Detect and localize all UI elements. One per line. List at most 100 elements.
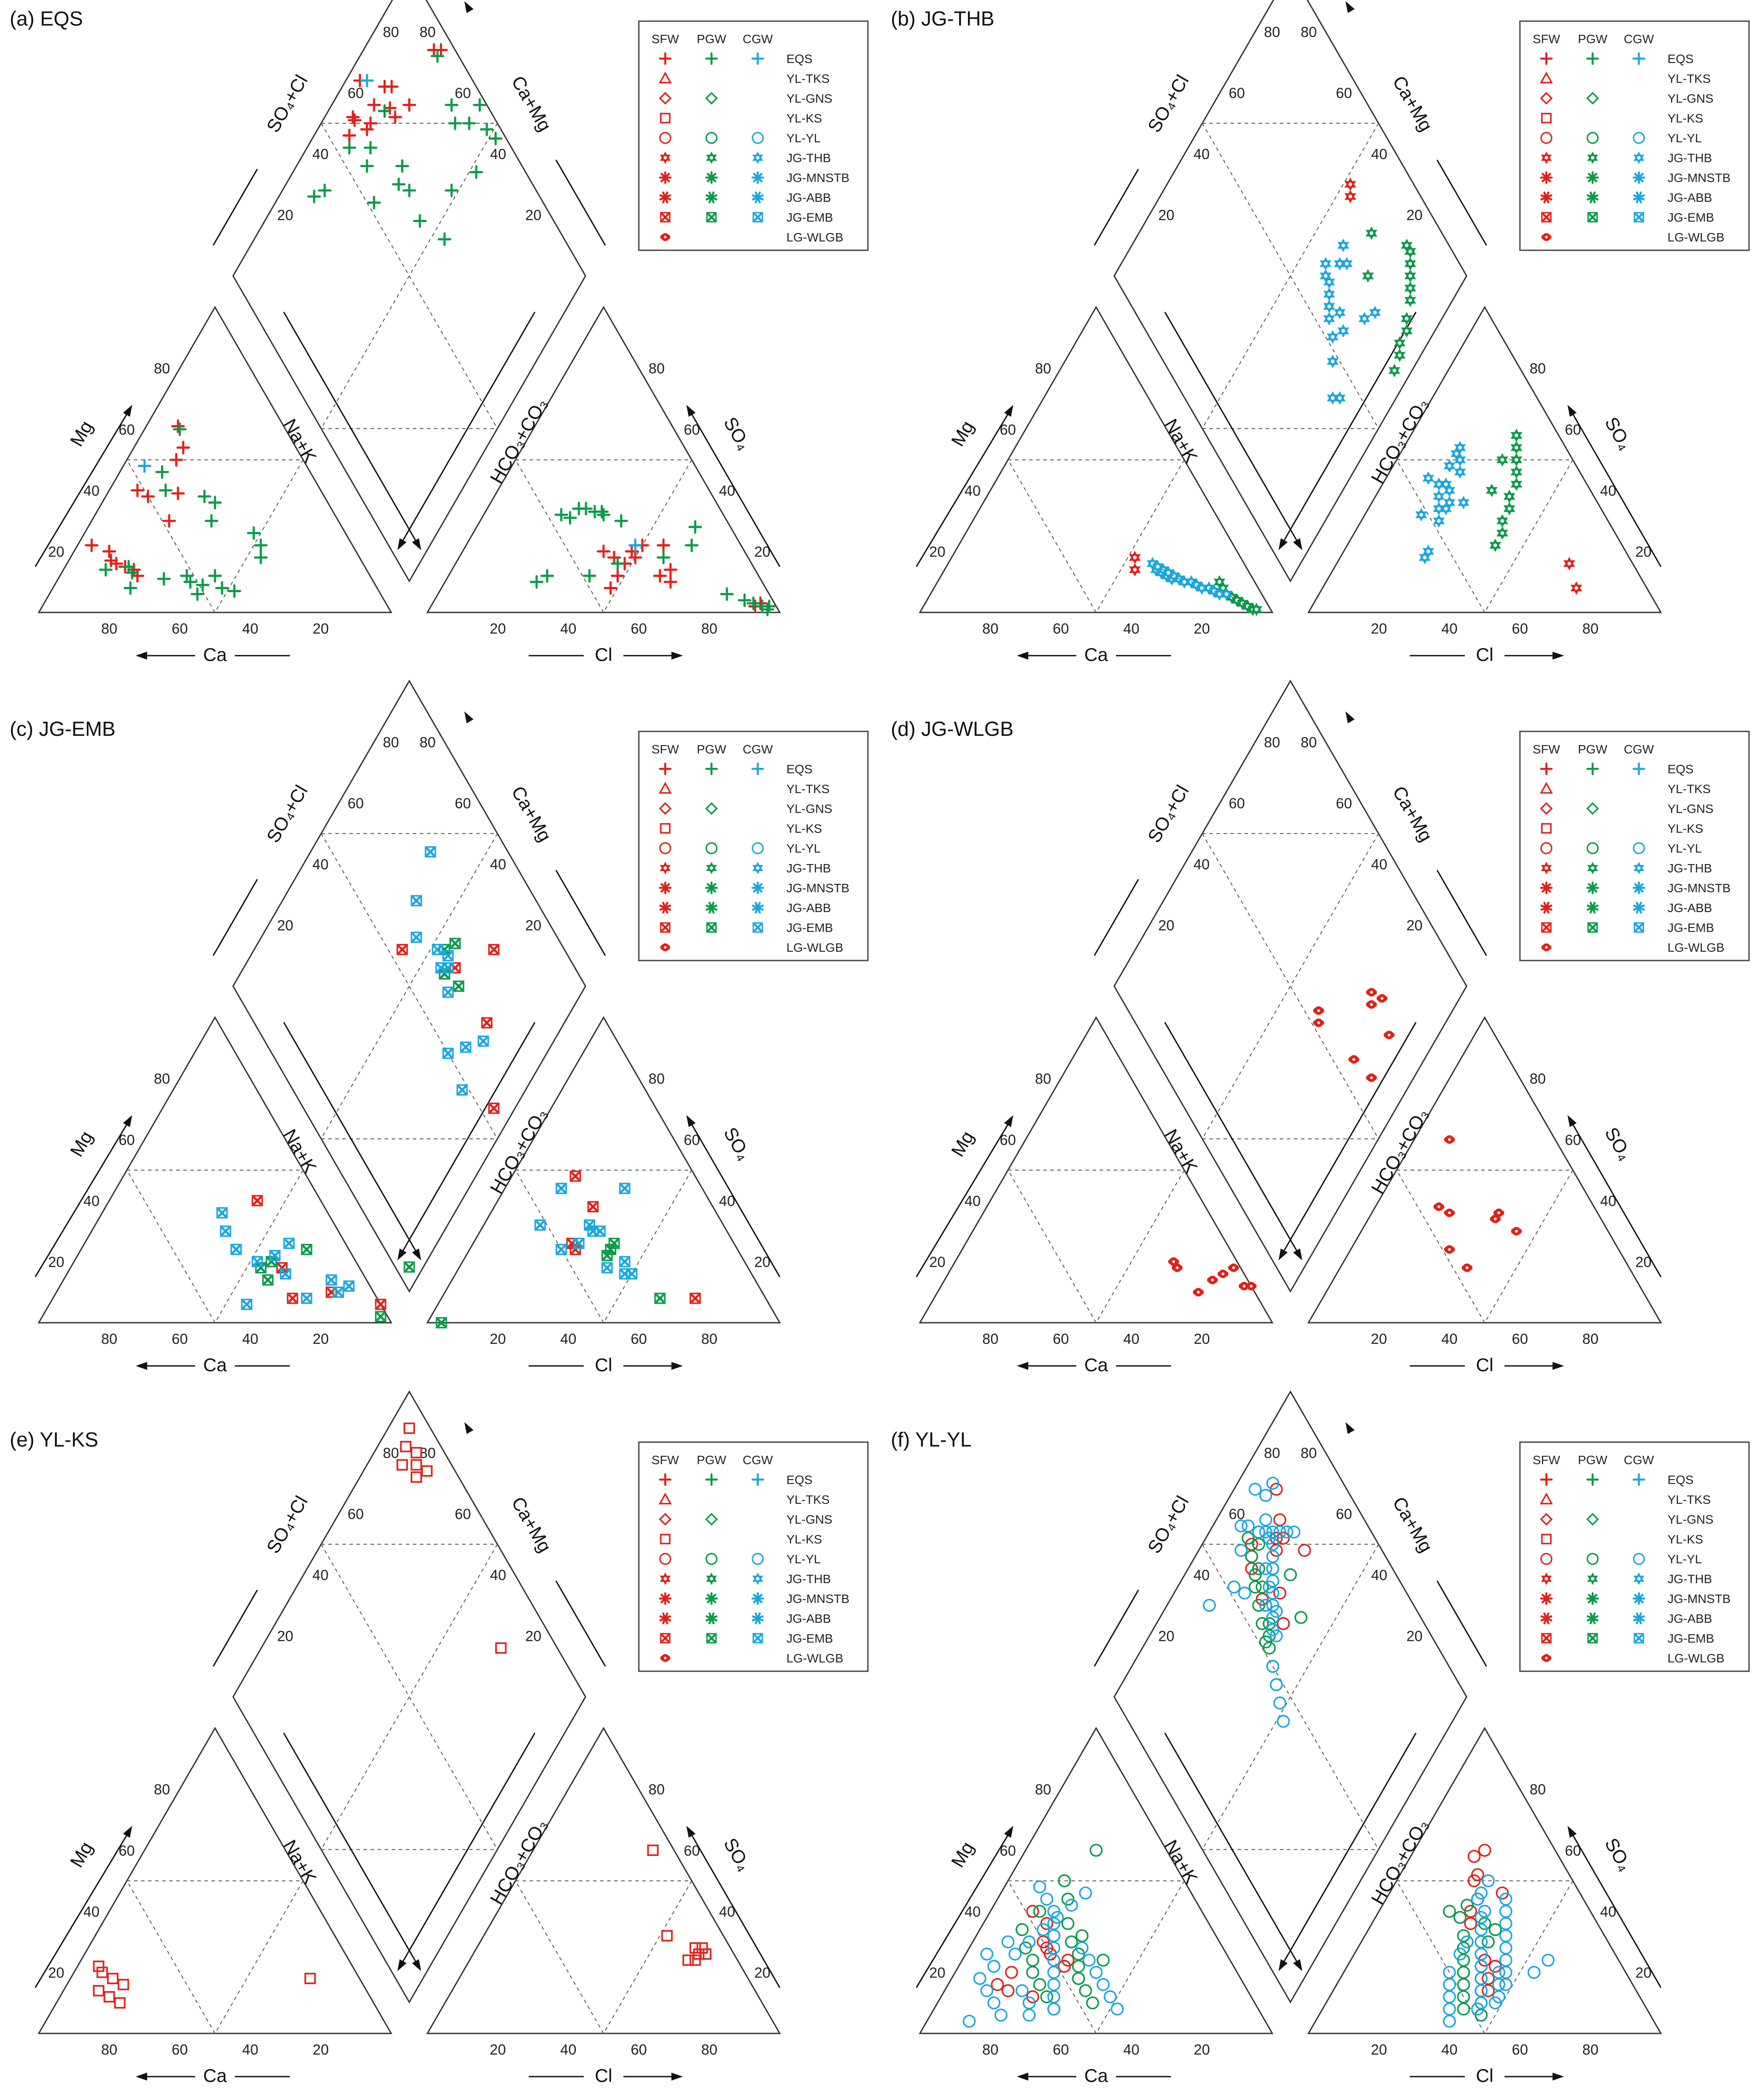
data-point <box>720 587 734 601</box>
data-point <box>367 98 381 112</box>
legend-marker <box>705 881 718 894</box>
hco3-axis-arrow <box>402 1732 536 1962</box>
data-point <box>1079 1886 1092 1900</box>
tick-label: 20 <box>1158 917 1175 934</box>
arrow-head <box>412 538 421 550</box>
legend-marker <box>1541 1572 1552 1585</box>
legend-marker <box>705 52 718 65</box>
legend-marker <box>1540 132 1553 144</box>
data-point <box>1273 1586 1286 1600</box>
data-point <box>360 122 374 137</box>
triangle-grid <box>1396 459 1574 613</box>
legend-label: EQS <box>1668 762 1694 776</box>
camg-axis-line <box>555 160 606 246</box>
panel-4: (d) JG-WLGB 80 60 40 20 20 40 60 80 20 40 60 80 20 40 6… <box>891 679 1750 1375</box>
tick-label: 60 <box>348 795 364 811</box>
tick-label: 40 <box>1442 2041 1458 2058</box>
panel-title: (d) JG-WLGB <box>891 717 1014 740</box>
data-point <box>1008 1948 1022 1961</box>
legend-marker <box>1540 802 1553 815</box>
data-point <box>1443 2002 1456 2016</box>
nak-axis-label: Na+K <box>279 415 321 467</box>
legend-label: YL-YL <box>1668 1552 1702 1566</box>
nak-axis-arrow <box>283 312 417 542</box>
data-point <box>1489 1923 1502 1936</box>
data-point <box>1277 1617 1290 1630</box>
legend-label: JG-EMB <box>786 1632 833 1645</box>
legend-marker <box>660 922 671 933</box>
data-point <box>1238 1586 1251 1600</box>
data-point <box>1404 293 1416 307</box>
triangle-grid <box>515 1880 693 2034</box>
tick-label: 40 <box>1123 1331 1140 1347</box>
legend-label: JG-EMB <box>1668 1632 1714 1645</box>
data-point <box>1475 1996 1488 2010</box>
legend-marker <box>705 1612 718 1625</box>
data-point <box>980 1948 993 1961</box>
data-point <box>1366 988 1377 997</box>
data-point <box>1284 1568 1297 1581</box>
hco3-axis-arrow <box>1283 312 1417 542</box>
legend-marker <box>660 151 671 164</box>
legend-label: YL-KS <box>1668 822 1703 835</box>
data-point <box>118 1979 129 1991</box>
triangle-grid <box>1396 1169 1574 1324</box>
data-point <box>1259 1489 1272 1502</box>
data-point <box>1266 1660 1279 1673</box>
data-point <box>1319 257 1332 271</box>
data-point <box>460 1041 471 1053</box>
data-point <box>1001 1984 1015 1997</box>
data-point <box>1499 1929 1512 1943</box>
data-point <box>1475 1984 1488 1997</box>
hco3-axis-arrow <box>402 1022 536 1252</box>
data-point <box>1051 1911 1064 1924</box>
tick-label: 40 <box>1442 620 1458 637</box>
legend-marker <box>1541 1654 1552 1662</box>
mg-axis-arrow <box>34 1124 128 1277</box>
data-point <box>1207 1276 1218 1284</box>
data-point <box>1443 2014 1456 2028</box>
ca-axis-label: Ca <box>203 1354 227 1375</box>
data-point <box>1471 1892 1484 1906</box>
legend-label: JG-ABB <box>786 901 831 915</box>
data-point <box>1492 1978 1505 1991</box>
data-point <box>1072 1959 1085 1973</box>
legend-label: JG-THB <box>786 1572 831 1586</box>
legend-marker <box>660 1572 671 1585</box>
data-point <box>1129 563 1141 577</box>
arrow-head <box>1017 2073 1028 2081</box>
tick-label: 80 <box>154 360 170 377</box>
data-point <box>689 1942 701 1954</box>
ca-axis-label: Ca <box>1084 644 1108 665</box>
legend-label: JG-EMB <box>786 211 833 224</box>
data-point <box>1001 1935 1015 1948</box>
legend-label: JG-ABB <box>786 191 831 204</box>
so4-axis-arrow <box>691 413 781 567</box>
data-point <box>1475 1886 1488 1900</box>
data-point <box>442 987 454 998</box>
data-point <box>1252 1599 1265 1612</box>
legend-label: YL-TKS <box>786 782 830 796</box>
legend-marker <box>752 1553 764 1565</box>
data-point <box>1249 1483 1262 1496</box>
data-point <box>994 2008 1008 2022</box>
legend-label: JG-THB <box>786 861 831 875</box>
data-point <box>1313 1018 1324 1028</box>
arrow-head <box>464 1422 474 1434</box>
data-point <box>1033 1880 1046 1894</box>
data-point <box>584 1219 595 1231</box>
data-point <box>1270 1678 1283 1692</box>
legend-header: PGW <box>697 742 726 756</box>
data-point <box>173 422 187 436</box>
arrow-head <box>1568 1115 1577 1127</box>
legend-label: YL-TKS <box>786 72 830 85</box>
data-point <box>1047 1978 1060 1991</box>
nak-axis-label: Na+K <box>1160 1836 1202 1888</box>
data-point <box>654 1292 666 1304</box>
data-point <box>737 593 752 607</box>
legend-marker <box>659 881 672 894</box>
data-point <box>93 1985 104 1996</box>
camg-axis-label: Ca+Mg <box>508 783 556 845</box>
mg-axis-label: Mg <box>66 1128 97 1160</box>
panel-title: (a) EQS <box>10 7 83 30</box>
